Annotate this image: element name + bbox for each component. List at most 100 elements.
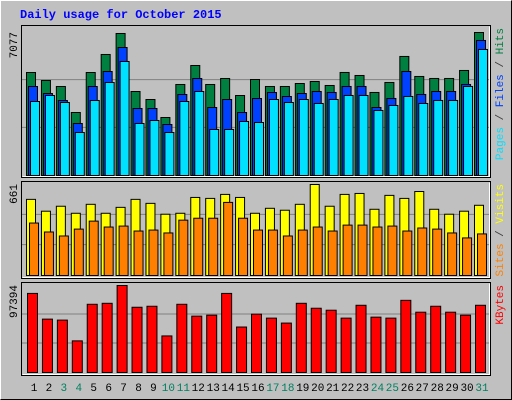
x-tick-label: 31 [475,383,489,395]
bar [224,128,235,176]
bar [475,304,486,374]
x-tick-label: 15 [236,383,249,395]
bar [355,304,367,374]
bar [209,128,220,176]
x-tick-label: 14 [222,383,236,395]
x-tick-label: 3 [61,383,68,395]
x-tick-label: 7 [120,383,127,395]
bar [146,305,158,373]
bar [462,237,473,276]
bar [179,101,190,176]
bar [313,102,324,176]
bar [104,81,115,176]
bar [89,99,100,176]
bar [30,101,40,176]
bar [402,230,413,277]
bar [29,222,39,276]
bar [58,235,69,276]
bar [430,305,442,373]
x-tick-label: 8 [135,383,142,395]
bar [176,303,188,374]
panel-bevel [22,283,490,375]
bar [133,230,144,277]
x-tick-label: 12 [192,383,205,395]
x-tick-label: 5 [90,383,97,395]
bar [194,91,205,176]
bar [251,313,262,374]
bar [417,227,428,277]
x-tick-label: 10 [162,383,175,395]
bar [267,229,278,276]
bar [448,99,459,176]
bar [221,292,233,373]
legend: Sites / Visits [495,184,507,276]
x-tick-label: 11 [177,383,191,395]
x-tick-label: 25 [386,383,399,395]
legend-label: Hits [495,28,507,54]
bar [358,94,369,176]
bar [208,217,219,277]
bar [387,225,398,276]
bar [134,122,145,176]
x-tick-label: 29 [446,383,459,395]
bar [161,335,173,374]
bar [445,311,457,374]
legend-separator: / [495,54,507,74]
bar [418,102,429,176]
bar [327,230,338,277]
bar [239,120,250,176]
bar [295,302,307,373]
bar [149,119,160,176]
x-tick-label: 28 [431,383,444,395]
bar [415,311,427,374]
bar [342,224,353,276]
bar [164,132,175,177]
legend-label: Visits [495,184,507,224]
legend-label: KBytes [495,285,507,325]
bar [253,229,263,276]
y-tick-label: 661 [9,184,21,204]
legend: KBytes [495,285,507,325]
bar [131,306,143,373]
bar [463,85,474,176]
legend-separator: / [495,224,507,244]
legend-separator: / [495,107,507,127]
bar [370,316,382,373]
bar [27,292,38,373]
legend-label: Sites [495,243,507,276]
x-tick-label: 4 [75,383,82,395]
bar [73,228,84,277]
x-tick-label: 2 [46,383,53,395]
bar [118,225,129,276]
x-tick-label: 21 [326,383,340,395]
bar [116,285,128,373]
bar [163,232,174,277]
x-tick-label: 19 [296,383,309,395]
x-tick-label: 9 [150,383,157,395]
x-tick-label: 22 [341,383,354,395]
bar [223,201,234,276]
x-tick-label: 30 [460,383,473,395]
legend: Pages / Files / Hits [495,28,507,160]
panel-bevel [22,182,490,278]
bar [282,235,293,276]
bar [148,229,159,276]
bar [340,317,352,374]
x-tick-label: 18 [281,383,294,395]
bar [254,121,264,176]
x-tick-label: 16 [251,383,264,395]
x-tick-label: 26 [401,383,414,395]
bar [328,98,339,176]
bar [193,217,204,277]
bar [238,217,249,277]
bar [43,231,54,276]
bar [236,326,248,374]
bar [477,233,487,276]
x-tick-label: 17 [266,383,279,395]
bar [372,226,383,276]
bar [343,94,354,176]
bar [312,226,323,276]
bar [298,99,309,176]
